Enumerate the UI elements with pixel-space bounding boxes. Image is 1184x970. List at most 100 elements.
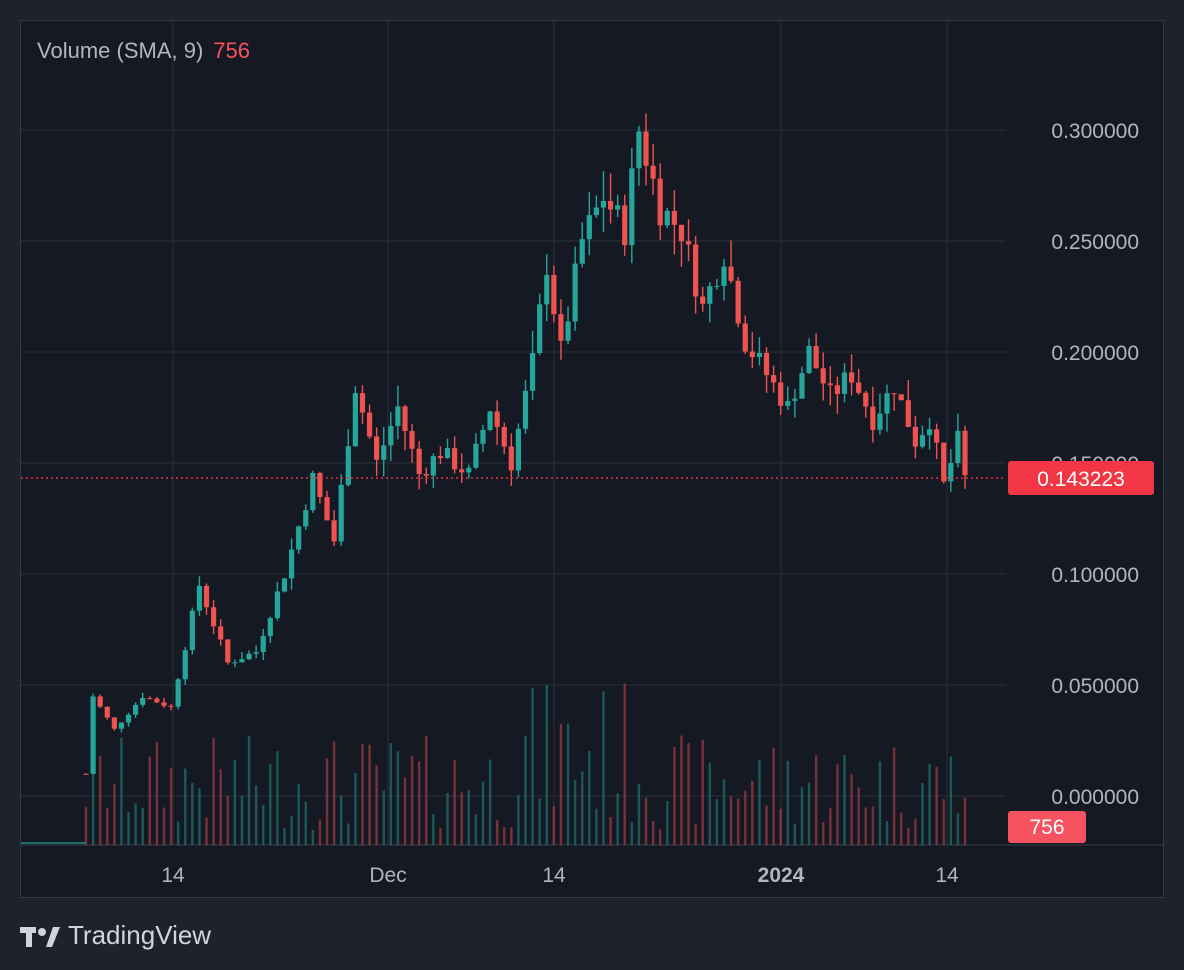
candle-body: [83, 773, 89, 775]
volume-bar: [332, 741, 336, 845]
candle-body: [551, 274, 557, 315]
x-tick-label: Dec: [369, 864, 406, 887]
volume-bar: [836, 764, 839, 845]
volume-bar: [772, 747, 775, 845]
price-chart[interactable]: 0.3000000.2500000.2000000.1500000.100000…: [21, 21, 1163, 897]
candle-body: [664, 210, 670, 226]
candle-body: [303, 510, 309, 527]
volume-bar: [885, 821, 889, 845]
volume-bar: [814, 755, 818, 845]
candle-body: [941, 442, 947, 482]
x-tick-label: 14: [935, 864, 959, 887]
volume-bar: [325, 758, 329, 845]
volume-bar: [729, 796, 733, 845]
volume-bar: [396, 751, 400, 845]
volume-bar: [368, 744, 371, 845]
volume-bar: [517, 795, 520, 845]
volume-bar: [205, 817, 208, 845]
volume-bar: [573, 779, 577, 845]
volume-bar: [687, 743, 690, 845]
x-tick-label: 2024: [758, 864, 805, 887]
volume-bar: [609, 817, 612, 845]
volume-bar: [942, 799, 945, 845]
candle-body: [693, 244, 699, 297]
volume-bar: [878, 761, 882, 845]
y-tick-label: 0.000000: [1051, 786, 1139, 809]
candle-body: [848, 372, 855, 383]
volume-bar: [708, 762, 712, 845]
candle-body: [962, 430, 968, 476]
candle-body: [246, 653, 252, 660]
x-tick-label: 14: [161, 864, 185, 887]
candle-body: [409, 431, 415, 449]
chart-frame: 0.3000000.2500000.2000000.1500000.100000…: [20, 20, 1164, 898]
candle-body: [338, 484, 344, 542]
candle-body: [416, 448, 422, 475]
volume-bar: [914, 818, 917, 845]
volume-bar: [375, 765, 378, 845]
volume-bar: [410, 755, 414, 845]
candle-body: [374, 436, 380, 460]
candle-body: [643, 131, 649, 166]
volume-bar: [588, 750, 591, 845]
candle-body: [806, 346, 812, 374]
candle-body: [650, 165, 656, 179]
volume-bar: [233, 759, 237, 845]
volume-bar: [84, 806, 88, 845]
volume-bar: [963, 797, 967, 845]
volume-bar: [715, 799, 719, 845]
candle-body: [834, 385, 841, 394]
candle-body: [154, 698, 160, 703]
x-tick-label: 14: [542, 864, 566, 887]
tradingview-brand[interactable]: TradingView: [20, 920, 211, 951]
candles-layer: [83, 113, 968, 775]
volume-bar: [758, 759, 761, 845]
candle-body: [168, 705, 174, 707]
volume-bar: [900, 812, 903, 845]
volume-bar: [722, 779, 726, 845]
candle-body: [501, 426, 507, 447]
volume-legend-value: 756: [213, 38, 250, 63]
volume-bar: [595, 808, 598, 845]
volume-bar: [304, 801, 307, 845]
volume-bar: [637, 783, 641, 845]
candle-body: [402, 406, 408, 432]
volume-bar: [439, 827, 442, 845]
candle-body: [125, 714, 132, 723]
volume-bar: [254, 785, 258, 845]
candle-body: [253, 652, 259, 654]
candle-body: [579, 239, 585, 264]
volume-bar: [198, 788, 201, 845]
volume-bar: [347, 823, 350, 845]
y-tick-label: 0.200000: [1051, 342, 1139, 365]
candle-body: [381, 445, 387, 460]
volume-bar: [361, 743, 364, 845]
volume-bar: [559, 723, 563, 845]
candle-body: [225, 639, 231, 663]
y-tick-label: 0.250000: [1051, 231, 1139, 254]
candle-body: [111, 717, 117, 729]
candle-body: [494, 411, 500, 427]
volume-bar: [247, 735, 251, 845]
candle-body: [756, 352, 763, 357]
volume-bar: [389, 743, 393, 845]
candle-body: [423, 474, 429, 476]
volume-bar: [822, 822, 825, 845]
volume-bar: [503, 826, 506, 845]
volume-bar: [148, 756, 151, 845]
volume-legend-label: Volume (SMA, 9): [37, 38, 204, 63]
candle-body: [480, 430, 486, 444]
candle-body: [175, 679, 181, 707]
volume-bar: [240, 795, 244, 845]
candle-body: [600, 200, 607, 208]
candle-body: [487, 411, 493, 431]
volume-bar: [623, 683, 626, 845]
volume-bar: [736, 798, 740, 845]
candle-body: [196, 585, 203, 611]
candle-body: [515, 428, 522, 471]
volume-bar: [510, 827, 513, 845]
tradingview-logo-icon: [20, 926, 60, 947]
volume-bar: [169, 767, 173, 845]
volume-layer: [84, 683, 967, 845]
volume-bar: [864, 807, 867, 845]
